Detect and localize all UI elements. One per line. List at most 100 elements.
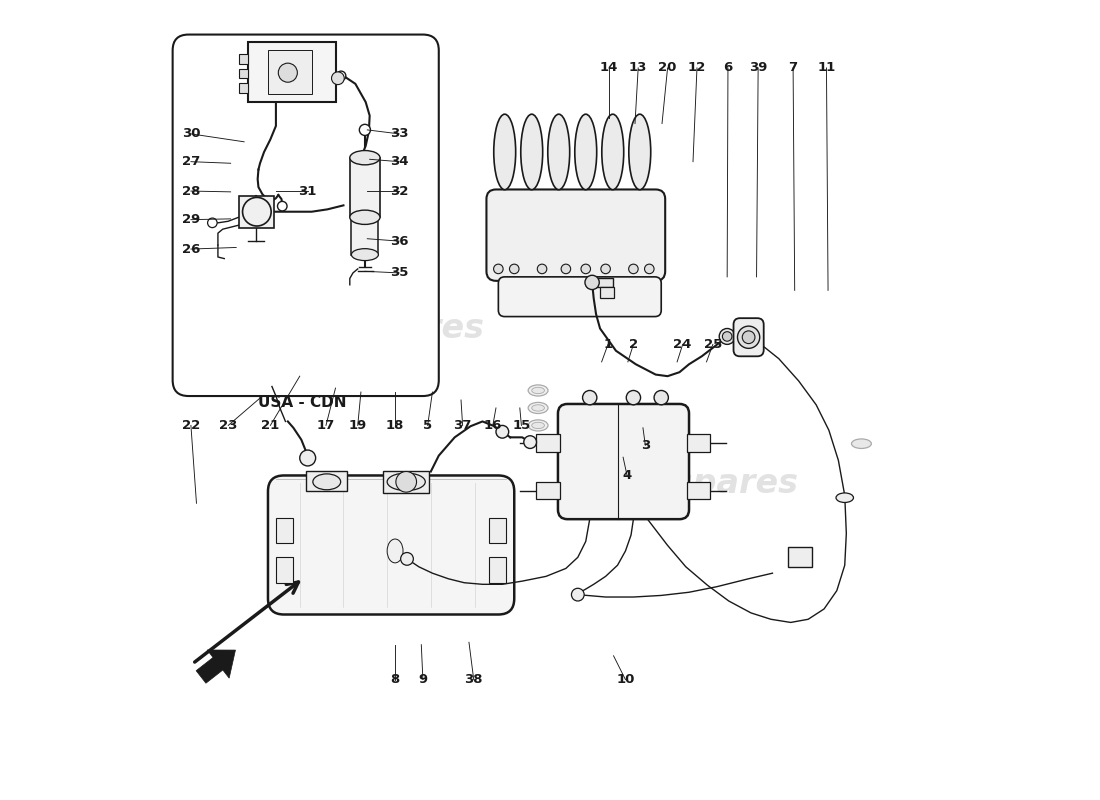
Circle shape bbox=[629, 264, 638, 274]
Bar bbox=[239, 69, 249, 78]
Circle shape bbox=[524, 436, 537, 449]
Text: 4: 4 bbox=[623, 469, 631, 482]
Text: eurospares: eurospares bbox=[587, 467, 799, 500]
Bar bbox=[587, 278, 613, 287]
Text: 21: 21 bbox=[261, 419, 279, 432]
Circle shape bbox=[494, 264, 503, 274]
Circle shape bbox=[509, 264, 519, 274]
Text: 13: 13 bbox=[629, 62, 648, 74]
Bar bbox=[239, 83, 249, 93]
FancyBboxPatch shape bbox=[558, 404, 689, 519]
Circle shape bbox=[654, 390, 669, 405]
Ellipse shape bbox=[528, 420, 548, 431]
Text: 27: 27 bbox=[182, 155, 200, 168]
Bar bbox=[488, 558, 506, 582]
Text: 15: 15 bbox=[513, 419, 530, 432]
Circle shape bbox=[537, 264, 547, 274]
Text: 9: 9 bbox=[418, 673, 428, 686]
Ellipse shape bbox=[836, 493, 854, 502]
Text: 31: 31 bbox=[298, 185, 317, 198]
Text: 30: 30 bbox=[182, 127, 200, 140]
Polygon shape bbox=[196, 650, 235, 683]
FancyBboxPatch shape bbox=[268, 475, 515, 614]
Text: 29: 29 bbox=[182, 213, 200, 226]
Circle shape bbox=[396, 471, 417, 492]
Text: 28: 28 bbox=[182, 185, 200, 198]
Circle shape bbox=[400, 553, 414, 566]
Ellipse shape bbox=[602, 114, 624, 190]
Text: 33: 33 bbox=[389, 127, 408, 140]
Ellipse shape bbox=[387, 473, 426, 490]
Circle shape bbox=[645, 264, 654, 274]
Ellipse shape bbox=[494, 114, 516, 190]
Text: 17: 17 bbox=[317, 419, 336, 432]
Bar bbox=[789, 547, 812, 567]
Bar bbox=[601, 287, 615, 298]
Circle shape bbox=[277, 202, 287, 211]
Circle shape bbox=[581, 264, 591, 274]
Text: 12: 12 bbox=[688, 62, 706, 74]
Text: 16: 16 bbox=[484, 419, 502, 432]
Ellipse shape bbox=[851, 439, 871, 449]
Text: 23: 23 bbox=[219, 419, 238, 432]
FancyBboxPatch shape bbox=[734, 318, 763, 356]
Ellipse shape bbox=[312, 474, 341, 490]
Ellipse shape bbox=[531, 405, 544, 411]
Circle shape bbox=[360, 124, 371, 135]
Text: 25: 25 bbox=[704, 338, 722, 351]
Circle shape bbox=[583, 390, 597, 405]
Text: 14: 14 bbox=[600, 62, 618, 74]
Ellipse shape bbox=[528, 385, 548, 396]
Text: 18: 18 bbox=[386, 419, 405, 432]
Circle shape bbox=[742, 331, 755, 343]
Bar bbox=[239, 54, 249, 64]
Bar bbox=[351, 219, 378, 254]
Text: 26: 26 bbox=[182, 242, 200, 255]
Bar bbox=[536, 434, 560, 452]
Bar bbox=[268, 50, 311, 94]
Bar bbox=[536, 482, 560, 499]
Ellipse shape bbox=[387, 539, 403, 563]
Circle shape bbox=[496, 426, 508, 438]
Ellipse shape bbox=[531, 387, 544, 394]
Ellipse shape bbox=[629, 114, 651, 190]
Text: 5: 5 bbox=[424, 419, 432, 432]
Bar bbox=[276, 558, 294, 582]
Circle shape bbox=[561, 264, 571, 274]
Ellipse shape bbox=[528, 402, 548, 414]
Bar bbox=[276, 518, 294, 543]
Text: 20: 20 bbox=[659, 62, 676, 74]
Text: 8: 8 bbox=[390, 673, 399, 686]
Text: 2: 2 bbox=[629, 338, 638, 351]
Bar bbox=[350, 158, 380, 218]
Bar bbox=[688, 434, 710, 452]
Text: 3: 3 bbox=[640, 438, 650, 452]
Circle shape bbox=[626, 390, 640, 405]
Bar bbox=[688, 482, 710, 499]
Ellipse shape bbox=[520, 114, 542, 190]
Text: 24: 24 bbox=[673, 338, 692, 351]
Bar bbox=[249, 42, 336, 102]
Text: 34: 34 bbox=[389, 155, 408, 168]
Bar bbox=[239, 196, 274, 228]
Bar bbox=[383, 470, 429, 493]
Text: 22: 22 bbox=[182, 419, 200, 432]
Bar bbox=[488, 518, 506, 543]
Text: 36: 36 bbox=[389, 234, 408, 248]
Ellipse shape bbox=[548, 114, 570, 190]
Circle shape bbox=[737, 326, 760, 348]
Text: 32: 32 bbox=[389, 185, 408, 198]
Ellipse shape bbox=[575, 114, 596, 190]
Text: 10: 10 bbox=[616, 673, 635, 686]
Text: 39: 39 bbox=[749, 62, 768, 74]
Circle shape bbox=[331, 72, 344, 85]
Circle shape bbox=[300, 450, 316, 466]
Text: eurospares: eurospares bbox=[274, 312, 485, 345]
Text: 11: 11 bbox=[817, 62, 836, 74]
FancyBboxPatch shape bbox=[486, 190, 666, 281]
Circle shape bbox=[719, 329, 735, 344]
Text: 37: 37 bbox=[453, 419, 472, 432]
Ellipse shape bbox=[351, 249, 378, 261]
FancyBboxPatch shape bbox=[498, 277, 661, 317]
Circle shape bbox=[337, 71, 345, 81]
